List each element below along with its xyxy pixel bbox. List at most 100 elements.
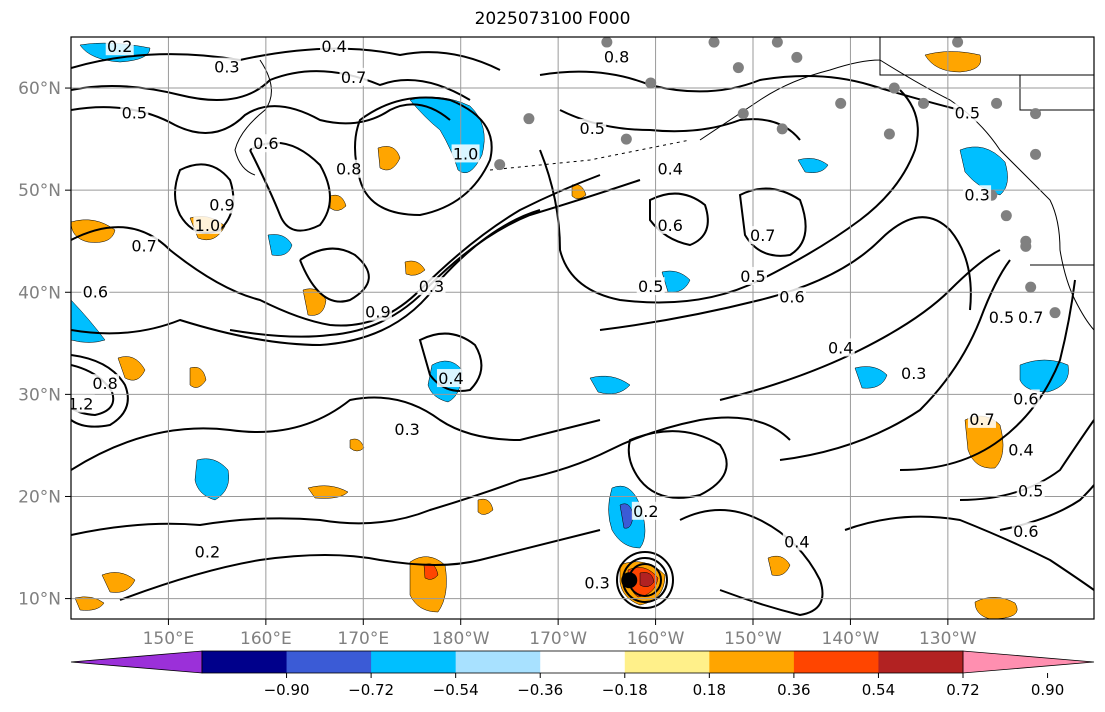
contour-label-text: 0.3: [584, 573, 609, 592]
contour-label-bg: [656, 215, 685, 234]
contour-label: 0.4: [320, 37, 349, 56]
contour-line: [71, 354, 129, 428]
contour-label-bg: [987, 307, 1016, 326]
contour-label: 0.3: [417, 277, 446, 296]
contour-label-bg: [120, 103, 149, 122]
lon-tick-label: 160°W: [627, 629, 685, 649]
lat-tick-label: 50°N: [18, 181, 61, 201]
station-marker: [1030, 108, 1042, 120]
coastlines: [234, 37, 1094, 331]
lon-tick-label: 150°E: [143, 629, 195, 649]
lon-tick-label: 160°E: [240, 629, 292, 649]
contour-label: 1.2: [71, 394, 95, 414]
coastline-aleutians: [489, 139, 691, 171]
shaded-area-orange: [101, 572, 136, 593]
contour-label-bg: [583, 573, 612, 592]
station-marker: [523, 113, 535, 125]
contour-label: 0.7: [130, 236, 159, 255]
contour-label: 0.6: [1011, 522, 1040, 541]
station-marker: [708, 37, 720, 48]
contour-line: [71, 396, 601, 471]
contour-label-bg: [71, 394, 95, 413]
border-line: [1019, 75, 1094, 111]
contour-label: 0.6: [251, 134, 280, 153]
map-area: 0.2 0.40.30.70.50.60.80.91.00.70.60.81.20…: [70, 36, 1095, 620]
shaded-area-blue: [589, 375, 631, 395]
storm-contour: [616, 551, 674, 609]
station-marker: [883, 128, 895, 140]
contour-line: [627, 430, 728, 499]
contour-label-bg: [363, 302, 392, 321]
contour-label-bg: [334, 159, 363, 178]
colorbar-tick-label: −0.54: [433, 681, 479, 699]
contour-label-text: 0.8: [92, 374, 117, 393]
contour-label: 0.2: [193, 542, 222, 562]
contour-label: 0.5: [987, 307, 1016, 327]
contour-label-bg: [602, 47, 631, 66]
shaded-area-orange: [189, 367, 207, 388]
lon-tick-label: 130°W: [919, 629, 977, 649]
contour-label-bg: [1016, 307, 1045, 326]
colorbar-tick-label: 0.18: [693, 681, 726, 699]
contour-label-text: 1.0: [195, 216, 220, 235]
contour-label-bg: [451, 144, 480, 163]
contour-label-bg: [81, 282, 110, 301]
shaded-area-darkred: [639, 572, 655, 588]
lat-tick-label: 20°N: [18, 487, 61, 507]
contour-label: 0.5: [578, 119, 607, 138]
contour-line: [679, 509, 824, 617]
contour-label-bg: [1011, 389, 1040, 408]
station-marker: [620, 133, 632, 145]
lat-tick-label: 30°N: [18, 385, 61, 405]
station-marker: [835, 97, 847, 109]
shaded-area-orange: [349, 438, 365, 452]
contour-label: 0.2: [631, 501, 660, 521]
contour-label: 0.3: [963, 185, 992, 204]
colorbar-segment: [624, 651, 710, 673]
station-marker: [732, 62, 744, 74]
contour-label: 0.4: [656, 159, 685, 179]
contour-label-bg: [631, 501, 660, 520]
shaded-area-red: [423, 563, 439, 580]
border-line: [879, 37, 1094, 76]
contour-label: 0.5: [953, 103, 982, 123]
contour-label-bg: [417, 277, 446, 296]
coastline-alaska: [699, 37, 881, 141]
contour-line: [738, 187, 807, 257]
shaded-area-orange: [329, 194, 347, 211]
station-marker: [776, 123, 788, 135]
colorbar-tick-label: −0.36: [517, 681, 563, 699]
contour-label-bg: [967, 409, 996, 428]
contour-label-text: 0.4: [828, 338, 853, 357]
lat-tick-label: 60°N: [18, 79, 61, 99]
contour-line: [71, 47, 501, 71]
colorbar-extend-low: [70, 650, 203, 674]
contour-label-bg: [436, 369, 465, 388]
station-marker: [601, 37, 613, 48]
contour-label: 0.5: [1016, 481, 1045, 500]
contour-label-text: 0.4: [784, 532, 809, 551]
station-marker: [952, 37, 964, 48]
gridlines: [71, 37, 1094, 619]
shaded-area-blue: [854, 366, 888, 389]
colorbar-tick-label: 0.72: [946, 681, 979, 699]
contour-label-text: 0.9: [209, 195, 234, 214]
contour-line: [71, 174, 601, 327]
station-marker: [1025, 281, 1037, 293]
contour-label-bg: [748, 226, 777, 245]
contour-label-text: 0.5: [740, 267, 765, 286]
contour-label-text: 0.8: [336, 160, 361, 179]
colorbar-frame: [201, 650, 964, 674]
contour-label: 0.4: [782, 532, 811, 551]
contour-label-text: 0.3: [964, 185, 989, 204]
contour-label-text: 0.4: [1008, 441, 1033, 460]
contour-label-text: 0.8: [604, 47, 629, 66]
colorbar-extend-high: [962, 650, 1095, 674]
contour-line: [354, 96, 493, 217]
colorbar-segment: [286, 651, 372, 673]
contour-label-text: 0.2: [107, 37, 132, 56]
station-marker: [1000, 210, 1012, 222]
lat-tick-label: 40°N: [18, 283, 61, 303]
lon-tick-label: 170°E: [337, 629, 389, 649]
contour-label-text: 0.5: [989, 308, 1014, 327]
